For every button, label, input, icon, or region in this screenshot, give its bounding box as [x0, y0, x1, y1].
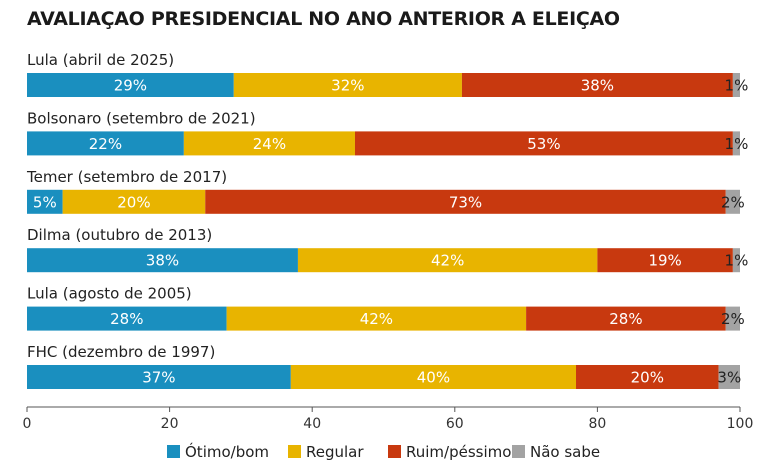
data-label: 73% — [449, 193, 482, 211]
chart-title: AVALIAÇAO PRESIDENCIAL NO ANO ANTERIOR A… — [27, 8, 620, 30]
legend-item: Ótimo/bom — [167, 442, 269, 461]
bar-segment — [62, 189, 206, 214]
data-label: 37% — [142, 369, 175, 387]
bar-segment — [461, 73, 733, 97]
legend-swatch — [167, 445, 180, 458]
data-label: 5% — [33, 193, 57, 211]
legend-item: Não sabe — [512, 443, 600, 461]
bar-segment — [354, 131, 733, 156]
legend-item: Regular — [288, 443, 364, 461]
x-axis: 0 20 40 60 80 100 — [23, 406, 754, 432]
data-label: 53% — [527, 135, 560, 153]
data-label: 24% — [253, 135, 286, 153]
bar-segment — [597, 248, 733, 273]
bar-segment — [732, 131, 740, 156]
category-label: Temer (setembro de 2017) — [26, 168, 227, 186]
category-label: Dilma (outubro de 2013) — [27, 226, 212, 244]
data-label: 38% — [146, 252, 179, 270]
bar-segment — [226, 306, 527, 331]
data-label: 28% — [609, 310, 642, 328]
bar-segment — [576, 365, 719, 389]
bar-row: Lula (abril de 2025) 29% 32% 38% 1% — [27, 51, 748, 97]
legend-label: Não sabe — [530, 443, 600, 461]
data-label: 28% — [110, 310, 143, 328]
bar-segment — [27, 131, 184, 156]
data-label: 42% — [431, 252, 464, 270]
data-label: 1% — [725, 135, 749, 153]
legend-label: Ótimo/bom — [185, 442, 269, 461]
data-label: 3% — [717, 369, 741, 387]
bar-segment — [718, 365, 740, 389]
x-tick-label: 100 — [727, 416, 754, 432]
bar-segment — [732, 248, 740, 273]
data-label: 42% — [360, 310, 393, 328]
legend-swatch — [288, 445, 301, 458]
bar-segment — [27, 73, 234, 97]
data-label: 32% — [331, 77, 364, 95]
category-label: FHC (dezembro de 1997) — [27, 343, 215, 361]
data-label: 2% — [721, 310, 745, 328]
data-label: 22% — [89, 135, 122, 153]
bar-segment — [297, 248, 598, 273]
x-tick-label: 40 — [303, 416, 321, 432]
bar-row: Dilma (outubro de 2013) 38% 42% 19% 1% — [27, 226, 749, 273]
bar-row: FHC (dezembro de 1997) 37% 40% 20% 3% — [27, 343, 741, 389]
data-label: 2% — [721, 193, 745, 211]
bar-row: Temer (setembro de 2017) 5% 20% 73% 2% — [26, 168, 745, 214]
category-label: Lula (abril de 2025) — [27, 51, 174, 69]
x-tick-label: 0 — [23, 416, 32, 432]
bar-segment — [183, 131, 355, 156]
data-label: 29% — [114, 77, 147, 95]
data-label: 20% — [631, 369, 664, 387]
bar-segment — [233, 73, 462, 97]
bar-segment — [725, 189, 740, 214]
bar-segment — [725, 306, 740, 331]
legend-swatch — [512, 445, 525, 458]
bar-segment — [27, 365, 291, 389]
bar-rows: Lula (abril de 2025)29% 32% 38% 1%Bolsonaro… — [26, 51, 748, 389]
bar-segment — [27, 306, 227, 331]
legend-label: Regular — [306, 443, 364, 461]
data-label: 20% — [117, 193, 150, 211]
bar-row: Lula (agosto de 2005) 28% 42% 28% 2% — [27, 285, 745, 331]
x-tick-label: 60 — [446, 416, 464, 432]
legend: Ótimo/bom Regular Ruim/péssimo Não sabe — [167, 442, 600, 461]
data-label: 19% — [648, 252, 681, 270]
bar-segment — [526, 306, 726, 331]
legend-label: Ruim/péssimo — [406, 443, 511, 461]
category-label: Bolsonaro (setembro de 2021) — [27, 109, 256, 127]
bar-row: Bolsonaro (setembro de 2021) 22% 24% 53% 1% — [27, 109, 749, 156]
bar-segment — [27, 248, 298, 273]
x-tick-label: 20 — [161, 416, 179, 432]
bar-segment — [732, 73, 740, 97]
category-label: Lula (agosto de 2005) — [27, 285, 192, 303]
data-label: 38% — [581, 77, 614, 95]
legend-item: Ruim/péssimo — [388, 443, 511, 461]
bar-segment — [290, 365, 577, 389]
x-tick-label: 80 — [588, 416, 606, 432]
bar-segment — [27, 189, 63, 214]
bar-segment — [205, 189, 726, 214]
data-label: 40% — [417, 369, 450, 387]
data-label: 1% — [725, 252, 749, 270]
data-label: 1% — [725, 77, 749, 95]
legend-swatch — [388, 445, 401, 458]
